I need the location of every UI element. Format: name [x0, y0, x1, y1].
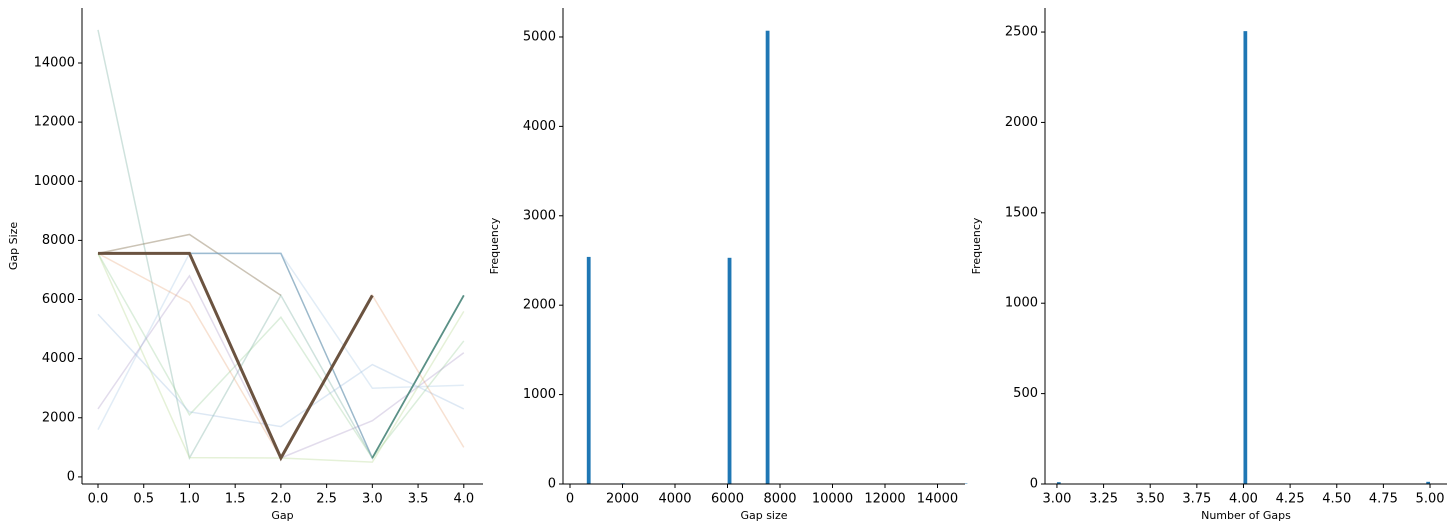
x-tick-label: 8000	[763, 492, 796, 507]
series-line	[371, 294, 465, 459]
x-tick-label: 1.5	[225, 492, 246, 507]
hist-bar	[765, 30, 770, 485]
x-tick-label: 2000	[606, 492, 639, 507]
x-tick-label: 4000	[658, 492, 691, 507]
hist-bar	[586, 256, 591, 484]
hist-bar	[1056, 482, 1061, 484]
x-tick-label: 3.5	[408, 492, 429, 507]
y-tick-label: 3000	[523, 208, 556, 223]
series-line	[97, 274, 465, 459]
y-tick-label: 4000	[42, 351, 75, 366]
x-tick-label: 4.25	[1276, 492, 1305, 507]
series-line	[98, 251, 374, 462]
series-line	[97, 252, 464, 430]
x-tick-label: 4.0	[453, 492, 474, 507]
y-tick-label: 1500	[1005, 205, 1038, 220]
y-tick-label: 2000	[42, 410, 75, 425]
x-tick-label: 3.25	[1089, 492, 1118, 507]
series-line	[97, 313, 465, 428]
y-tick-label: 0	[548, 477, 556, 492]
x-tick-label: 0.5	[133, 492, 154, 507]
series-line	[97, 253, 465, 460]
x-tick-label: 4.00	[1229, 492, 1258, 507]
y-tick-label: 1000	[1005, 296, 1038, 311]
x-tick-label: 1.0	[179, 492, 200, 507]
y-tick-label: 12000	[34, 115, 75, 130]
y-tick-label: 10000	[34, 174, 75, 189]
y-tick-label: 6000	[42, 292, 75, 307]
y-tick-label: 2500	[1005, 25, 1038, 40]
x-tick-label: 2.5	[316, 492, 337, 507]
x-tick-label: 14000	[917, 492, 958, 507]
x-axis-label: Gap size	[740, 509, 787, 522]
series-line	[97, 233, 282, 296]
x-tick-label: 6000	[711, 492, 744, 507]
y-tick-label: 2000	[523, 298, 556, 313]
x-tick-label: 3.50	[1136, 492, 1165, 507]
y-axis-label: Frequency	[488, 217, 501, 274]
x-axis-label: Gap	[271, 509, 293, 522]
x-tick-label: 5.00	[1416, 492, 1445, 507]
x-tick-label: 0.0	[88, 492, 109, 507]
x-tick-label: 12000	[864, 492, 905, 507]
y-tick-label: 1000	[523, 387, 556, 402]
y-tick-label: 5000	[523, 29, 556, 44]
y-tick-label: 14000	[34, 55, 75, 70]
y-tick-label: 2000	[1005, 115, 1038, 130]
hist-bar	[1243, 31, 1248, 485]
y-tick-label: 0	[67, 469, 75, 484]
x-tick-label: 4.50	[1322, 492, 1351, 507]
x-tick-label: 3.00	[1042, 492, 1071, 507]
y-tick-label: 4000	[523, 119, 556, 134]
hist-bar	[1426, 481, 1431, 484]
x-tick-label: 2.0	[271, 492, 292, 507]
y-axis-label: Frequency	[970, 217, 983, 274]
x-tick-label: 0	[566, 492, 574, 507]
x-tick-label: 3.75	[1182, 492, 1211, 507]
x-tick-label: 10000	[812, 492, 853, 507]
x-axis-label: Number of Gaps	[1201, 509, 1291, 522]
x-tick-label: 3.0	[362, 492, 383, 507]
x-tick-label: 4.75	[1369, 492, 1398, 507]
hist-bar	[727, 257, 732, 484]
y-tick-label: 0	[1030, 477, 1038, 492]
y-axis-label: Gap Size	[7, 222, 20, 271]
y-tick-label: 8000	[42, 233, 75, 248]
y-tick-label: 500	[1013, 386, 1038, 401]
